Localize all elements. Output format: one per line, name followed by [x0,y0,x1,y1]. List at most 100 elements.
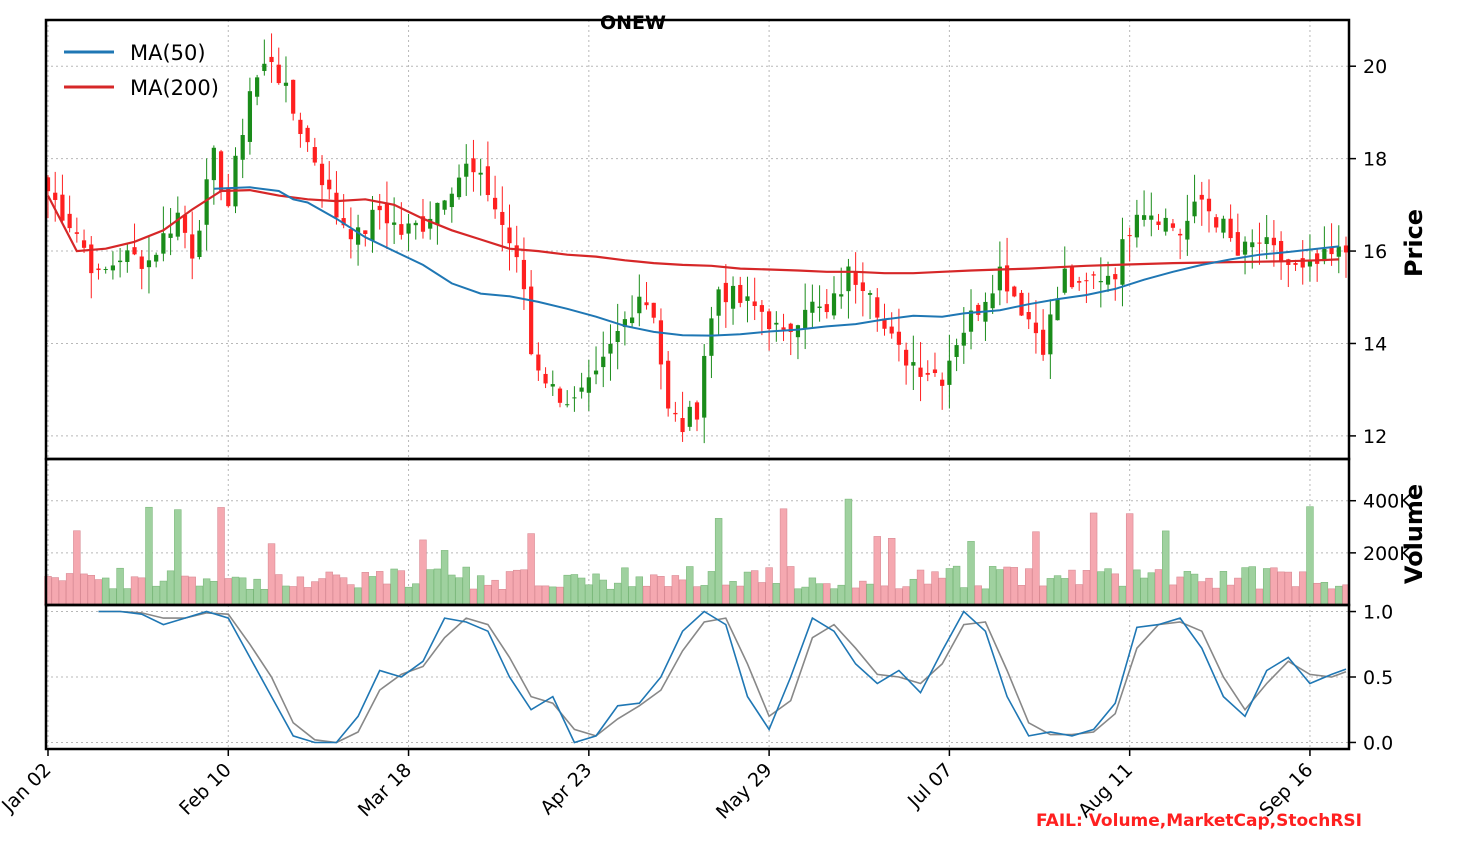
volume-bar [621,567,629,606]
candle-body [262,63,267,71]
date-tick-label: Jul 07 [903,759,957,813]
candle-body [118,260,123,263]
candle-body [824,304,829,313]
volume-bar [260,588,269,606]
candle-body [651,302,656,318]
volume-bar [224,578,232,606]
candle-body [867,293,873,295]
volume-axis: 200K 400K [1349,491,1412,565]
candle-body [1185,220,1190,240]
volume-bar [217,507,225,606]
candle-body [1004,265,1010,292]
volume-bar [383,583,391,606]
candle-body [608,343,613,354]
candle-body [831,293,837,316]
candle-body [694,402,700,420]
candle-body [990,293,995,309]
volume-bar [440,550,449,606]
candle-body [103,269,108,271]
volume-bar [138,577,146,606]
volume-bar [339,577,348,606]
candle-body [940,379,945,386]
candle-body [918,367,923,377]
volume-bar [1082,570,1091,606]
candle-body [904,349,909,366]
candle-body [875,297,880,318]
candle-body [406,223,411,234]
volume-bar [202,578,211,606]
candle-body [514,245,519,258]
candle-body [543,373,548,384]
chart-title: ONEW [600,12,666,34]
volume-bar [945,568,954,606]
candle-body [74,232,79,234]
candle-body [1098,281,1103,283]
volume-bar [931,571,939,606]
volume-bar [152,585,160,606]
volume-bar [1198,581,1206,606]
volume-bar [404,586,413,606]
volume-bar [844,498,853,606]
candle-body [507,227,512,244]
candle-body [492,197,498,210]
candle-body [896,331,902,345]
candle-body [1228,218,1233,239]
candle-body [961,332,966,346]
volume-bar [1061,578,1069,606]
volume-bar [1234,577,1242,606]
volume-bar [1255,588,1264,606]
candle-body [1214,217,1219,228]
candle-body [781,327,786,330]
candle-body [319,163,325,186]
candle-body [925,372,930,375]
candle-body [759,305,764,312]
candle-body [622,319,627,328]
candle-body [1315,253,1320,264]
volume-bar [880,585,889,606]
volume-bar [1118,585,1127,606]
volume-bar [1032,531,1040,606]
price-tick-label: 18 [1363,149,1387,171]
volume-bar [1010,567,1018,606]
candle-body [125,250,130,262]
candle-body [889,326,894,334]
volume-bar [145,506,153,606]
volume-bar [109,588,117,606]
stoch-d-line [98,610,1347,744]
candle-body [363,230,368,234]
candle-body [81,240,87,248]
candle-body [312,147,317,163]
volume-bar [505,571,514,606]
volume-bar [758,582,766,606]
volume-bar [765,567,773,606]
volume-bar [491,579,499,606]
volume-bar [116,567,124,606]
volume-bar [996,569,1004,606]
volume-bar [231,576,240,606]
candle-body [269,56,274,63]
candle-body [500,211,505,225]
candle-body [1163,217,1168,232]
volume-bar [534,585,543,606]
candle-body [658,320,664,365]
volume-bar [743,571,752,606]
candle-body [630,317,635,324]
volume-bar [714,518,723,606]
candle-body [1271,237,1276,246]
fail-annotation: FAIL: Volume,MarketCap,StochRSI [1036,811,1362,831]
volume-bar [599,579,607,606]
stoch-tick-label: 0.0 [1363,732,1393,754]
volume-bar [1299,571,1307,606]
volume-bar [1053,575,1062,606]
candle-body [478,172,483,175]
candle-body [384,203,390,224]
ma50-line [213,186,1339,337]
volume-bar [87,574,95,606]
volume-bar [476,575,485,606]
candle-body [348,229,353,240]
candle-body [767,311,772,330]
volume-bar [851,587,860,606]
candle-body [536,354,541,371]
candle-body [1026,312,1031,320]
